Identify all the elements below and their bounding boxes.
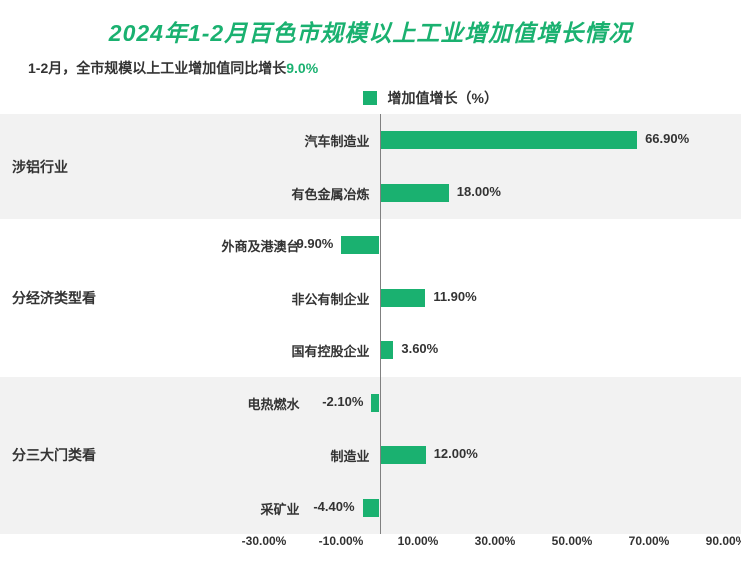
subtitle-prefix: 1-2月，全市规模以上工业增加值同比增长 [28,60,286,76]
bar [380,289,426,307]
value-label: -4.40% [313,499,354,514]
legend-swatch [363,91,377,105]
value-label: 3.60% [401,341,438,356]
x-tick: 30.00% [475,534,516,548]
group-label: 分经济类型看 [12,288,102,308]
x-tick: 50.00% [552,534,593,548]
chart-title: 2024年1-2月百色市规模以上工业增加值增长情况 [0,0,741,48]
x-tick: -30.00% [242,534,287,548]
bar [341,236,379,254]
x-axis: -30.00% -10.00% 10.00% 30.00% 50.00% 70.00% 90… [0,534,741,556]
bar [363,499,380,517]
category-label: 采矿业 [160,499,300,518]
value-label: 18.00% [457,184,501,199]
value-label: 66.90% [645,131,689,146]
chart-legend: 增加值增长（%） [0,82,741,114]
category-label: 外商及港澳台 [160,236,300,255]
chart-area: 涉铝行业汽车制造业66.90%有色金属冶炼18.00%分经济类型看外商及港澳台-… [0,114,741,569]
value-label: -2.10% [322,394,363,409]
group-label: 分三大门类看 [12,445,102,465]
bar [380,131,638,149]
x-tick: -10.00% [319,534,364,548]
value-label: 12.00% [434,446,478,461]
category-label: 汽车制造业 [230,131,370,150]
x-tick: 10.00% [398,534,439,548]
group-band [0,114,741,219]
bar [380,184,449,202]
x-tick: 70.00% [629,534,670,548]
zero-line [380,114,381,534]
bar [380,446,426,464]
chart-subtitle: 1-2月，全市规模以上工业增加值同比增长9.0% [0,48,741,82]
subtitle-pct: 9.0% [286,60,318,76]
bar [380,341,394,359]
legend-label: 增加值增长（%） [388,88,498,108]
category-label: 制造业 [230,446,370,465]
value-label: 11.90% [433,289,476,304]
category-label: 国有控股企业 [230,341,370,360]
group-label: 涉铝行业 [12,157,102,177]
x-tick: 90.00% [706,534,741,548]
bar [371,394,379,412]
category-label: 非公有制企业 [230,289,370,308]
category-label: 有色金属冶炼 [230,184,370,203]
category-label: 电热燃水 [160,394,300,413]
value-label: -9.90% [292,236,333,251]
